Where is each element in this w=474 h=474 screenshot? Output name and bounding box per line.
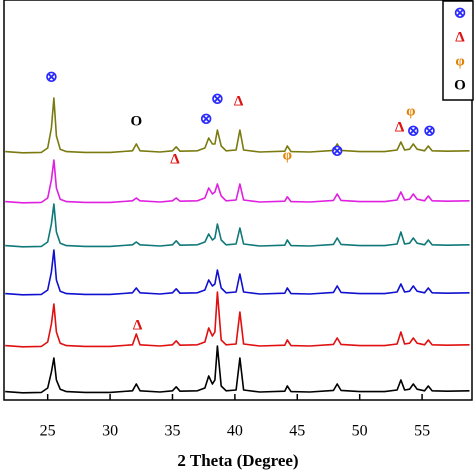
phase-marker: ⊗: [45, 69, 58, 85]
x-tick-label: 50: [352, 423, 368, 440]
phase-marker: ⊗: [407, 123, 420, 139]
legend-box: [442, 0, 474, 101]
phase-marker: ⊗: [200, 111, 213, 127]
x-tick-label: 25: [40, 423, 56, 440]
legend-symbol: φ: [455, 53, 464, 69]
phase-marker: ⊗: [331, 143, 344, 159]
phase-marker: O: [130, 113, 142, 129]
legend-symbol: O: [454, 77, 466, 93]
x-tick-label: 30: [102, 423, 118, 440]
phase-marker: Δ: [395, 119, 405, 135]
phase-marker: Δ: [133, 317, 143, 333]
legend-symbol: ⊗: [454, 5, 467, 21]
x-tick-label: 35: [164, 423, 180, 440]
x-tick-label: 40: [227, 423, 243, 440]
phase-marker: ⊗: [211, 91, 224, 107]
phase-marker: Δ: [170, 151, 180, 167]
series-line: [5, 97, 470, 154]
series-line: [5, 249, 470, 296]
phase-marker: φ: [406, 103, 415, 119]
x-axis-label: 2 Theta (Degree): [177, 451, 298, 470]
x-tick-label: 55: [414, 423, 430, 440]
series-line: [5, 159, 470, 204]
series-line: [5, 345, 470, 394]
phase-marker: φ: [283, 147, 292, 163]
series-line: [5, 203, 470, 248]
phase-marker: ⊗: [423, 123, 436, 139]
plot-frame: [3, 0, 473, 401]
legend-symbol: Δ: [455, 29, 465, 45]
x-tick-label: 45: [289, 423, 305, 440]
phase-marker: Δ: [234, 93, 244, 109]
series-line: [5, 291, 470, 348]
